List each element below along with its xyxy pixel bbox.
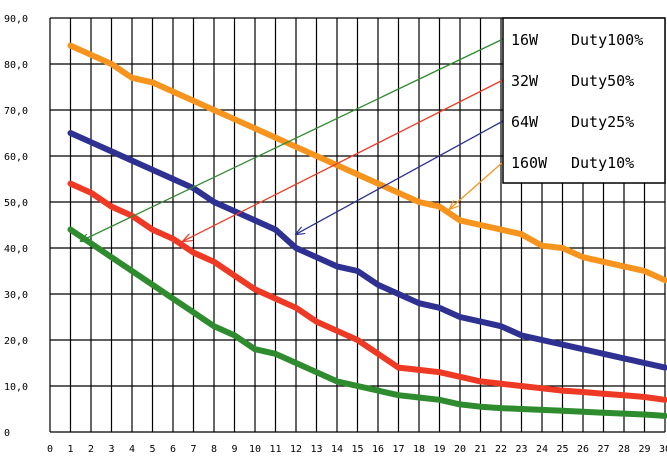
y-tick-label: 90,0 xyxy=(4,14,28,25)
y-tick-label: 40,0 xyxy=(4,244,28,255)
x-tick-label: 27 xyxy=(597,444,609,455)
x-tick-label: 26 xyxy=(577,444,589,455)
legend-label-duty: Duty10% xyxy=(571,154,634,172)
legend-label-duty: Duty100% xyxy=(571,31,643,49)
x-tick-label: 16 xyxy=(372,444,384,455)
legend-label-power: 160W xyxy=(511,154,548,172)
y-axis-ticks: 0 10,0 20,0 30,0 40,0 50,0 60,0 70,0 80,0 90,0 xyxy=(4,14,28,439)
legend-arrow-2 xyxy=(296,120,504,234)
x-tick-label: 30 xyxy=(659,444,667,455)
legend-label-power: 32W xyxy=(511,72,539,90)
legend-label-duty: Duty25% xyxy=(571,113,634,131)
x-tick-label: 6 xyxy=(170,444,176,455)
x-tick-label: 19 xyxy=(433,444,445,455)
x-tick-label: 25 xyxy=(556,444,568,455)
legend-box xyxy=(502,17,666,184)
x-tick-label: 22 xyxy=(495,444,507,455)
x-tick-label: 3 xyxy=(108,444,114,455)
x-tick-label: 1 xyxy=(67,444,73,455)
x-tick-label: 29 xyxy=(638,444,650,455)
legend-arrow-0 xyxy=(81,38,504,241)
y-tick-label: 10,0 xyxy=(4,382,28,393)
series-line-3 xyxy=(67,42,667,284)
y-tick-label: 20,0 xyxy=(4,336,28,347)
x-tick-label: 20 xyxy=(454,444,466,455)
x-tick-label: 14 xyxy=(331,444,343,455)
x-tick-label: 2 xyxy=(88,444,94,455)
x-tick-label: 9 xyxy=(231,444,237,455)
x-tick-label: 18 xyxy=(413,444,425,455)
y-tick-label: 70,0 xyxy=(4,106,28,117)
legend-arrow-1 xyxy=(183,79,504,241)
y-tick-label: 50,0 xyxy=(4,198,28,209)
legend-arrow-3 xyxy=(450,161,504,209)
y-tick-label: 0 xyxy=(4,428,10,439)
x-tick-label: 21 xyxy=(474,444,486,455)
x-tick-label: 0 xyxy=(47,444,53,455)
chart-legend: 16W Duty100% 32W Duty50% 64W Duty25% 160W Duty1… xyxy=(502,17,666,184)
x-tick-label: 12 xyxy=(290,444,302,455)
legend-arrows xyxy=(81,38,504,241)
x-tick-label: 5 xyxy=(149,444,155,455)
series-line-1 xyxy=(67,180,667,403)
x-tick-label: 4 xyxy=(129,444,135,455)
x-tick-label: 17 xyxy=(392,444,404,455)
series-line-0 xyxy=(67,226,667,419)
x-tick-label: 24 xyxy=(536,444,548,455)
x-tick-label: 13 xyxy=(310,444,322,455)
legend-label-power: 64W xyxy=(511,113,539,131)
y-tick-label: 30,0 xyxy=(4,290,28,301)
x-tick-label: 15 xyxy=(351,444,363,455)
legend-label-duty: Duty50% xyxy=(571,72,634,90)
x-tick-label: 11 xyxy=(269,444,281,455)
x-tick-label: 7 xyxy=(190,444,196,455)
x-tick-label: 10 xyxy=(249,444,261,455)
chart-series xyxy=(67,42,667,419)
y-tick-label: 60,0 xyxy=(4,152,28,163)
x-tick-label: 28 xyxy=(618,444,630,455)
series-line-2 xyxy=(67,130,667,371)
legend-label-power: 16W xyxy=(511,31,539,49)
x-tick-label: 23 xyxy=(515,444,527,455)
x-axis-ticks: 0 1 2 3 4 5 6 7 8 9 10 11 12 13 14 15 16 17 18 19 20 21 22 23 24… xyxy=(47,444,667,455)
x-tick-label: 8 xyxy=(211,444,217,455)
y-tick-label: 80,0 xyxy=(4,60,28,71)
